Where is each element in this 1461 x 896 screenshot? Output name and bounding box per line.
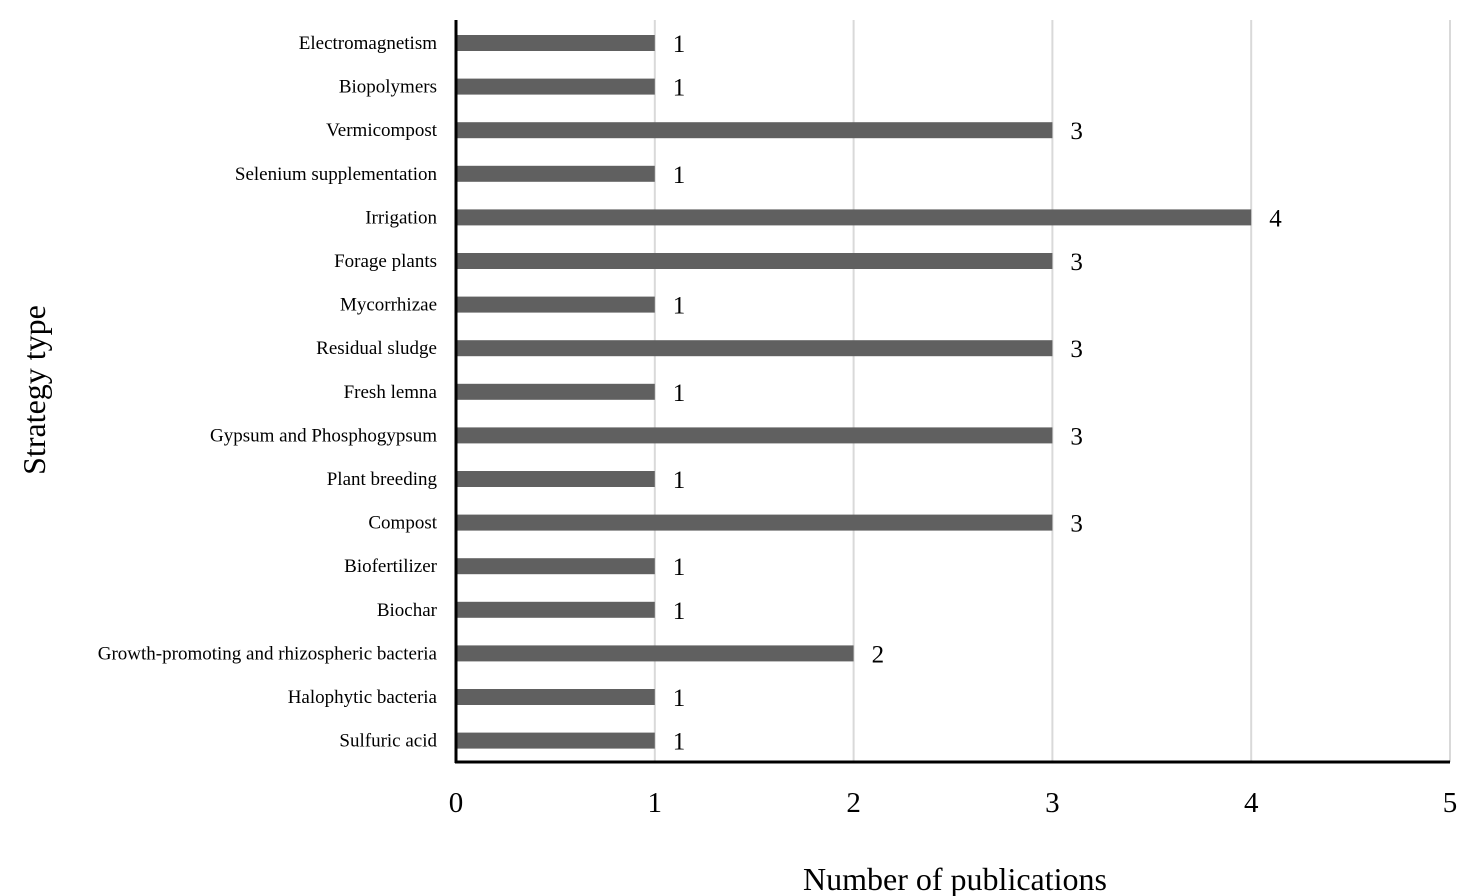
data-label: 1 xyxy=(673,554,686,581)
data-label: 2 xyxy=(872,641,885,668)
bar xyxy=(456,165,655,182)
data-label: 1 xyxy=(673,293,686,320)
data-label: 3 xyxy=(1070,249,1083,276)
category-label: Compost xyxy=(368,513,437,534)
bar xyxy=(456,78,655,95)
data-label: 3 xyxy=(1070,423,1083,450)
data-label: 3 xyxy=(1070,118,1083,145)
x-tick-labels: 0 1 2 3 4 5 xyxy=(449,787,1458,819)
category-label: Halophytic bacteria xyxy=(288,687,438,708)
bar xyxy=(456,514,1053,531)
category-label: Fresh lemna xyxy=(344,382,438,403)
data-label: 1 xyxy=(673,380,686,407)
category-label: Selenium supplementation xyxy=(235,164,438,185)
bar xyxy=(456,732,655,749)
category-label: Biofertilizer xyxy=(344,556,438,577)
category-label: Vermicompost xyxy=(326,120,438,141)
axes xyxy=(454,20,1450,764)
x-tick-label: 1 xyxy=(648,787,663,819)
bar xyxy=(456,122,1053,139)
bar xyxy=(456,601,655,618)
category-label: Mycorrhizae xyxy=(340,295,437,316)
data-label: 1 xyxy=(673,31,686,58)
bars xyxy=(456,35,1252,749)
data-labels: 1 1 3 1 4 3 1 3 1 3 1 3 1 1 2 1 1 xyxy=(673,31,1282,756)
x-axis-title: Number of publications xyxy=(803,861,1107,896)
x-tick-label: 3 xyxy=(1045,787,1060,819)
data-label: 4 xyxy=(1269,205,1282,232)
data-label: 1 xyxy=(673,162,686,189)
category-labels: Electromagnetism Biopolymers Vermicompost S… xyxy=(98,33,438,752)
data-label: 1 xyxy=(673,598,686,625)
bar xyxy=(456,383,655,400)
data-label: 3 xyxy=(1070,336,1083,363)
bar xyxy=(456,35,655,51)
x-tick-label: 4 xyxy=(1244,787,1259,819)
x-tick-label: 0 xyxy=(449,787,464,819)
bar xyxy=(456,427,1053,444)
category-label: Growth-promoting and rhizospheric bacter… xyxy=(98,643,438,664)
data-label: 3 xyxy=(1070,511,1083,538)
category-label: Biochar xyxy=(377,600,438,621)
bar xyxy=(456,253,1053,269)
category-label: Biopolymers xyxy=(339,77,437,98)
gridlines xyxy=(653,20,1451,762)
category-label: Residual sludge xyxy=(316,338,437,359)
category-label: Plant breeding xyxy=(327,469,438,490)
y-axis-title: Strategy type xyxy=(16,305,52,475)
bar xyxy=(456,558,655,575)
category-label: Electromagnetism xyxy=(299,33,437,54)
data-label: 1 xyxy=(673,685,686,712)
bar xyxy=(456,296,655,313)
bar xyxy=(456,471,655,487)
data-label: 1 xyxy=(673,75,686,102)
bar xyxy=(456,689,655,705)
bar xyxy=(456,645,854,662)
category-label: Irrigation xyxy=(365,207,437,228)
category-label: Gypsum and Phosphogypsum xyxy=(210,425,437,446)
bar xyxy=(456,209,1252,226)
bar xyxy=(456,340,1053,357)
data-label: 1 xyxy=(673,467,686,494)
x-tick-label: 2 xyxy=(846,787,861,819)
data-label: 1 xyxy=(673,729,686,756)
category-label: Forage plants xyxy=(334,251,437,272)
x-tick-label: 5 xyxy=(1443,787,1458,819)
category-label: Sulfuric acid xyxy=(339,731,437,752)
